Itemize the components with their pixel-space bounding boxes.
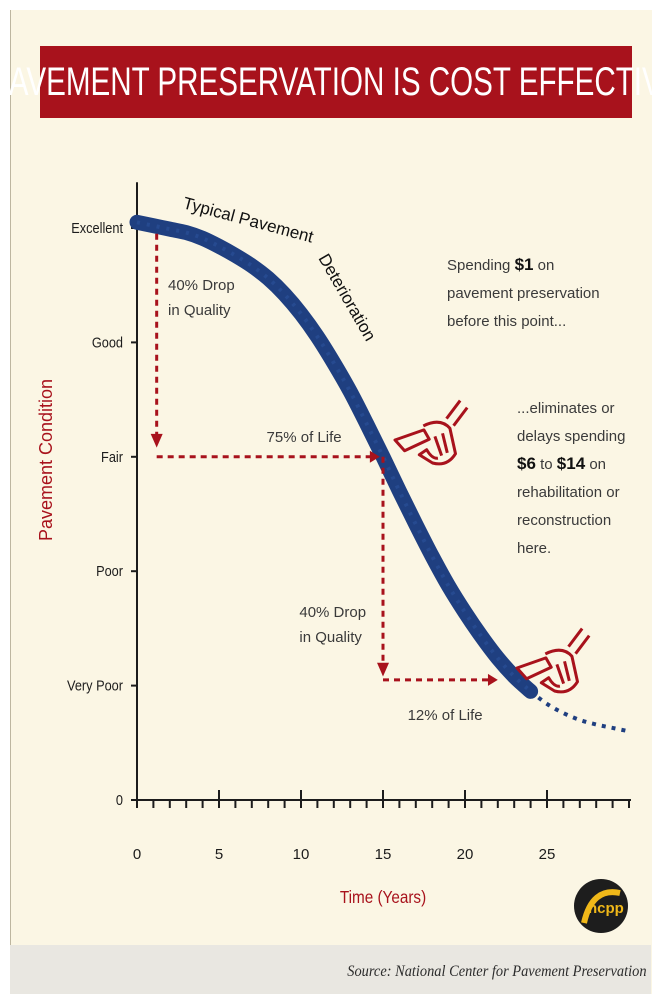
life2-label-text: 12% of Life [408,707,483,724]
drop1-label-line: in Quality [168,302,231,319]
drop2-label: 40% Drop in Quality [299,604,366,646]
y-tick-label: Fair [101,448,123,465]
source-note: Source: National Center for Pavement Pre… [347,963,647,980]
spend2-label-text: ...eliminates or [517,400,615,417]
logo-text: ncpp [588,900,624,917]
series-label-part2: Deterioration [315,251,380,345]
y-tick-label: Poor [96,562,123,579]
life1-label-text: 75% of Life [267,429,342,446]
annotations: 40% Drop in Quality 75% of Life 40% Drop in … [168,255,625,724]
x-tick-label: 5 [215,846,223,863]
drop2-arrowhead [377,662,389,677]
spend2-label-text: rehabilitation or [517,484,620,501]
spend1-label-text: $1 [515,255,534,274]
pointing-hand-icon-finger [393,428,431,453]
spend2-label-text: on [585,456,606,473]
spend2-label-text: delays spending [517,428,625,445]
drop1-arrowhead [150,433,163,448]
spend1-label: Spending $1 on pavement preservation befor… [447,255,600,330]
spend1-label-text: pavement preservation [447,285,600,302]
spend2-label-text: reconstruction [517,512,611,529]
x-tick-label: 15 [375,846,392,863]
drop1-label-text: 40% Drop [168,277,235,294]
footer: Source: National Center for Pavement Pre… [10,945,651,994]
spend2-label-text: $6 [517,454,536,473]
life1-label: 75% of Life [267,429,342,446]
pointing-hand-icon-2-palm [539,648,579,694]
y-tick-label: Good [92,333,123,350]
x-tick-label: 25 [539,846,556,863]
y-tick-label: Excellent [71,219,123,236]
y-tick-label: 0 [116,791,123,808]
pointing-hand-icon-cuff [445,399,469,427]
spend1-label-text: before this point... [447,313,566,330]
spend2-label-line: $6 to $14 on [517,454,606,473]
life1-label-line: 75% of Life [267,429,342,446]
spend1-label-line: before this point... [447,313,566,330]
drop1-label: 40% Drop in Quality [168,277,235,319]
x-tick-label: 10 [293,846,310,863]
spend2-label: ...eliminates or delays spending $6 to $14… [517,400,625,557]
ncpp-logo: ncpp [574,879,628,933]
life2-arrowhead [487,673,498,686]
spend2-label-line: ...eliminates or [517,400,615,417]
spend2-label-line: reconstruction [517,512,611,529]
x-tick-label: 20 [457,846,474,863]
life2-label: 12% of Life [408,707,483,724]
title-banner: PAVEMENT PRESERVATION IS COST EFFECTIVE [0,46,653,118]
drop2-label-line: in Quality [299,629,362,646]
spend2-label-line: here. [517,540,551,557]
y-axis-title: Pavement Condition [36,379,56,541]
pointing-hand-icon-2 [515,627,591,694]
drop2-label-text: 40% Drop [299,604,366,621]
pointing-hand-icon [393,399,469,466]
drop2-label-line: 40% Drop [299,604,366,621]
spend2-label-text: $14 [557,454,586,473]
spend1-label-text: Spending [447,257,515,274]
drop2-label-text: in Quality [299,629,362,646]
hands [393,399,591,694]
pointing-hand-icon-2-cuff [567,627,591,655]
guides [150,233,498,686]
spend1-label-line: Spending $1 on [447,255,554,274]
spend2-label-line: delays spending [517,428,625,445]
spend1-label-text: on [533,257,554,274]
life2-label-line: 12% of Life [408,707,483,724]
spend1-label-line: pavement preservation [447,285,600,302]
spend2-label-text: to [536,456,557,473]
spend2-label-text: here. [517,540,551,557]
pointing-hand-icon-palm [417,420,457,466]
deterioration-curve-tail [529,689,630,734]
chart-panel [10,10,652,994]
chart-title: PAVEMENT PRESERVATION IS COST EFFECTIVE [0,59,653,104]
x-tick-label: 0 [133,846,141,863]
life1-arrowhead [369,450,380,463]
axes: 0 Very Poor Good Excellent Fair Poor 0 5 10 15 20 2… [36,182,631,907]
deterioration-curve-texture [136,220,532,693]
drop1-label-text: in Quality [168,302,231,319]
drop1-label-line: 40% Drop [168,277,235,294]
y-tick-label: Very Poor [67,677,123,694]
spend2-label-line: rehabilitation or [517,484,620,501]
pointing-hand-icon-2-finger [515,656,553,681]
x-axis-title: Time (Years) [340,887,426,907]
